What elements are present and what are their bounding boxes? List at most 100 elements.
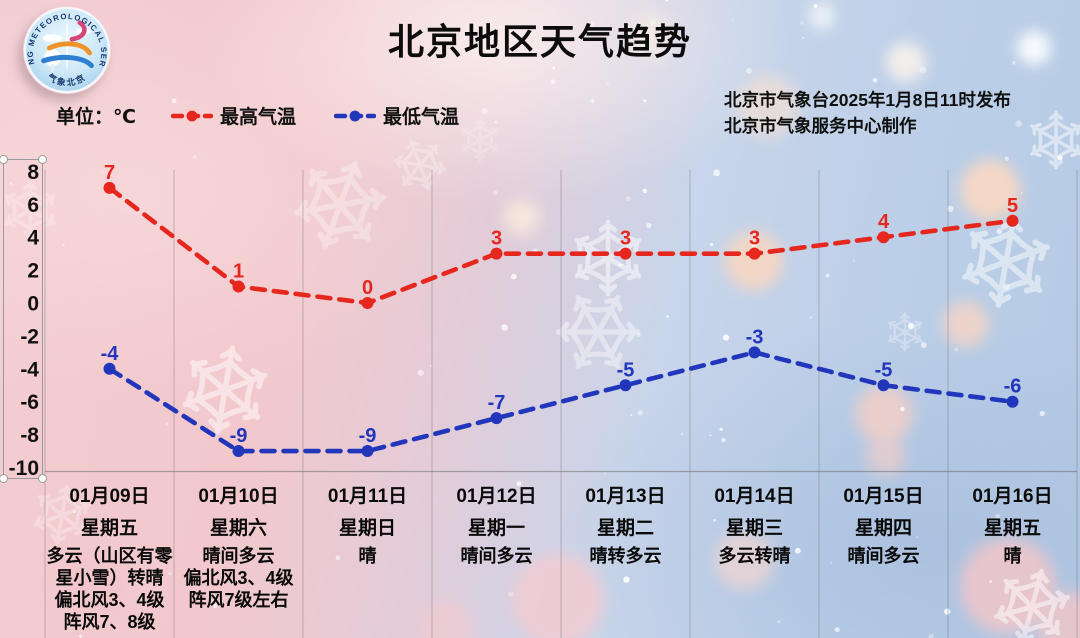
date-label: 01月16日 [972,486,1053,507]
forecast-cell: 01月16日 星期五晴 [948,479,1077,638]
data-point [1006,395,1019,408]
data-point [877,379,890,392]
data-point-label: 5 [1007,195,1018,217]
weather-line: 晴间多云 [847,546,920,566]
forecast-cell: 01月15日 星期四晴间多云 [819,479,948,638]
date-label: 01月13日 [585,486,666,507]
data-point-label: 1 [233,261,244,283]
data-point-label: -4 [101,343,120,365]
weather-text: 晴转多云 [561,545,690,567]
data-point [232,445,245,458]
snowflake-icon [460,117,500,163]
trend-line [107,350,1015,454]
data-point [232,280,245,293]
data-point-label: 7 [104,162,115,184]
data-point [748,247,761,260]
weather-text: 晴间多云 [819,545,948,567]
data-point [748,346,761,359]
svg-text:8: 8 [27,161,39,184]
min-temp-line-marker-icon [334,110,377,121]
data-point-label: 3 [749,228,760,250]
chart-legend: 最高气温 最低气温 [171,102,459,129]
date-label: 01月15日 [843,486,924,507]
weather-line: 晴间多云 [460,546,533,566]
snowflake-icon [4,180,56,240]
svg-text:0: 0 [27,293,39,316]
issued-line-2: 北京市气象服务中心制作 [724,115,917,136]
bokeh-light [809,3,835,29]
data-point-label: -5 [617,359,635,381]
data-point [361,297,374,309]
selection-handle[interactable] [38,155,47,164]
weekday-label: 星期三 [725,518,783,539]
data-point [361,445,374,458]
weather-line: 阵风7级左右 [188,590,289,610]
svg-text:6: 6 [27,194,39,217]
weekday-label: 星期二 [596,518,654,539]
weather-line: 晴间多云 [202,546,275,566]
weather-line: 晴 [1003,546,1022,566]
weather-text: 晴间多云 [432,545,561,567]
date-label: 01月10日 [198,486,279,507]
snowflake-icon [555,295,641,369]
weather-text: 晴间多云 偏北风3、4级 阵风7级左右 [174,545,303,611]
snowflake-icon [1030,110,1080,170]
forecast-cell: 01月12日 星期一晴间多云 [432,479,561,638]
data-point [103,181,116,194]
weather-text: 多云（山区有零星小雪）转晴 偏北风3、4级 阵风7、8级 [45,545,174,633]
weather-text: 晴 [948,545,1077,567]
date-label: 01月14日 [714,486,795,507]
data-point-label: -5 [875,359,893,381]
weekday-label: 星期五 [983,518,1041,539]
data-point [1006,214,1019,227]
weather-line: 偏北风3、4级 [54,590,165,610]
snowflake-icon [182,345,268,435]
selection-handle[interactable] [0,155,8,164]
weather-text: 晴 [303,545,432,567]
data-point-label: -9 [230,425,248,447]
weekday-label: 星期一 [467,518,525,539]
data-point-label: -3 [746,326,764,348]
data-point [619,247,632,260]
data-point-label: -7 [488,392,506,414]
bokeh-light [1017,31,1051,65]
date-label: 01月12日 [456,486,537,507]
y-axis-selection-box [0,155,47,483]
selection-handle[interactable] [0,474,8,483]
bokeh-light [504,199,540,235]
date-label: 01月09日 [69,486,150,507]
series-min-temp: -4 -9 -9 -7 -5 -3 -5 -6 [101,326,1021,458]
svg-text:-8: -8 [20,424,39,447]
forecast-cell: 01月13日 星期二晴转多云 [561,479,690,638]
data-point-label: 3 [620,228,631,250]
legend-min-label: 最低气温 [383,107,460,128]
date-label: 01月11日 [327,486,408,507]
bokeh-light [866,436,906,476]
data-point-label: -9 [359,425,377,447]
snowflake-icon [393,139,447,191]
bokeh-light [886,42,926,82]
data-point-label: 0 [362,277,373,299]
weather-line: 阵风7、8级 [63,612,156,632]
snowflake-icon [962,216,1050,308]
svg-text:-6: -6 [20,391,39,414]
snowflake-icon [294,161,386,249]
svg-text:2: 2 [27,260,39,283]
data-point [619,379,632,392]
series-max-temp: 7 1 0 3 3 3 4 5 [103,162,1019,309]
forecast-cell: 01月09日 星期五 多云（山区有零星小雪）转晴 偏北风3、4级 阵风7、8级 [45,479,174,638]
weekday-label: 星期四 [854,518,912,539]
forecast-cell: 01月10日 星期六 晴间多云 偏北风3、4级 阵风7级左右 [174,479,303,638]
snowflake-icon [887,312,923,352]
data-point-label: 4 [878,211,890,233]
issued-line-1: 北京市气象台2025年1月8日11时发布 [724,90,1011,110]
svg-text:-4: -4 [20,358,39,381]
data-point-label: 3 [491,228,502,250]
svg-text:-10: -10 [9,457,39,480]
weather-text: 多云转晴 [690,545,819,567]
data-point [490,247,503,260]
weather-line: 偏北风3、4级 [183,568,294,588]
legend-item-min-temp: 最低气温 [334,102,459,129]
weather-line: 晴 [358,546,377,566]
